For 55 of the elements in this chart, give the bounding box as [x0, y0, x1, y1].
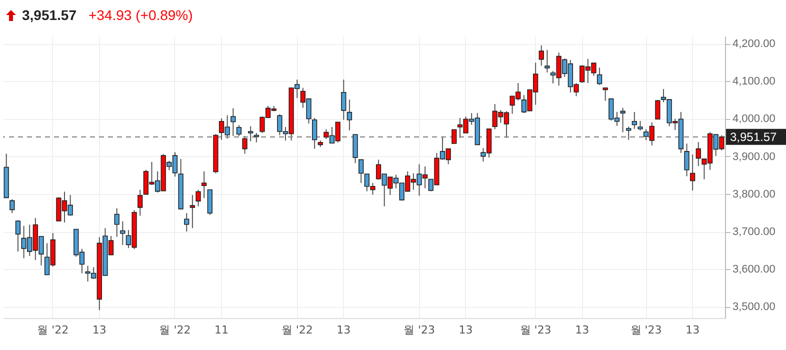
y-tick-label: 4,200.00	[732, 38, 776, 50]
x-tick-label: 월 '23	[630, 324, 662, 336]
x-tick-label: 13	[575, 324, 590, 336]
candlestick	[352, 134, 358, 164]
x-tick-label: 13	[458, 324, 473, 336]
x-tick-label: 월 '22	[281, 324, 313, 336]
candlestick	[184, 212, 190, 232]
candlestick	[620, 107, 626, 133]
chart-subtitle: +34.93 (+0.89%)	[88, 7, 193, 23]
y-tick-label: 3,500.00	[732, 301, 776, 314]
candlestick	[684, 143, 690, 177]
candlestick	[655, 99, 660, 120]
candlestick	[538, 44, 544, 66]
y-tick-label: 3,600.00	[732, 264, 776, 276]
candlestick	[201, 170, 207, 199]
candlestick	[690, 154, 696, 192]
candlestick	[544, 49, 550, 73]
candlestick	[346, 99, 352, 131]
chart-title: 3,951.57	[22, 7, 76, 23]
candlestick	[341, 79, 346, 120]
candlestick	[452, 129, 457, 144]
x-tick-label: 월 '23	[403, 324, 436, 336]
candlestick	[10, 198, 15, 214]
candlestick	[638, 120, 643, 131]
candlestick	[138, 189, 143, 216]
candlestick	[230, 108, 236, 137]
candlestick	[242, 136, 248, 154]
candlestick	[120, 220, 126, 246]
y-tick-label: 4,000.00	[732, 113, 776, 126]
candlestick	[596, 67, 602, 86]
candlestick	[696, 142, 701, 167]
candlestick	[196, 189, 201, 207]
y-tick-label: 3,700.00	[732, 226, 776, 238]
x-tick-label: 11	[214, 324, 229, 336]
candlestick	[632, 111, 638, 130]
x-tick-label: 13	[92, 324, 106, 336]
candlestick	[236, 124, 242, 137]
candlestick	[207, 189, 212, 216]
x-tick-label: 월 '22	[159, 324, 191, 336]
candlestick	[190, 194, 196, 229]
x-tick-label: 13	[336, 324, 351, 336]
candlestick	[312, 117, 318, 150]
ref-line-label: 3,951.57	[730, 130, 778, 144]
x-tick-label: 13	[686, 324, 700, 336]
x-tick-label: 월 '22	[37, 324, 69, 336]
candlestick	[626, 126, 632, 140]
candlestick	[602, 87, 608, 102]
x-tick-label: 월 '23	[520, 324, 552, 336]
y-tick-label: 3,800.00	[732, 188, 776, 200]
y-tick-label: 3,900.00	[732, 150, 776, 163]
candlestick	[114, 208, 120, 238]
candlestick	[248, 126, 254, 142]
candlestick	[15, 220, 21, 252]
y-tick-label: 4,100.00	[732, 76, 776, 88]
candlestick	[358, 159, 364, 184]
